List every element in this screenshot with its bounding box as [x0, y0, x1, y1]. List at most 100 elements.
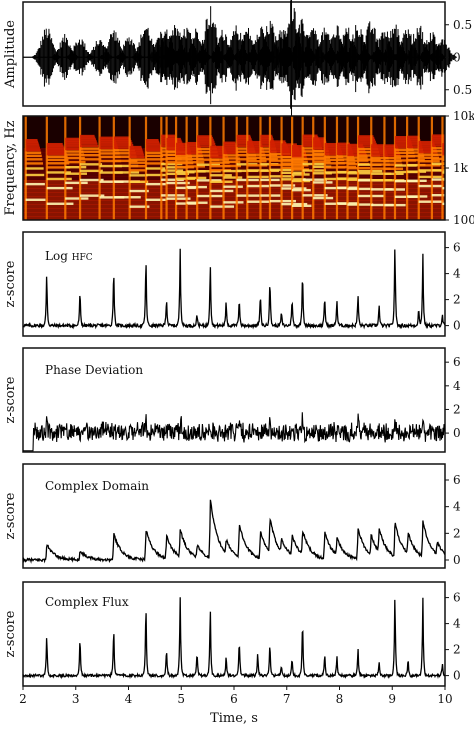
spectrogram-harmonic [357, 145, 378, 148]
spectrogram-harmonic [371, 145, 386, 149]
spectrogram-harmonic [247, 160, 267, 163]
spectrogram-harmonic [336, 155, 355, 158]
spectrogram-harmonic [281, 143, 297, 146]
spectrogram-harmonic [25, 144, 40, 147]
spectrogram-harmonic [292, 168, 310, 171]
spectrogram-harmonic [324, 171, 347, 174]
spectrogram-harmonic [431, 169, 445, 172]
spectrogram-band [23, 180, 445, 185]
spectrogram-harmonic [442, 177, 445, 181]
spectrogram-harmonic [166, 137, 181, 141]
spectrogram-harmonic [99, 196, 125, 199]
spectrogram-onset-streak [160, 116, 163, 220]
spectrogram-harmonic [371, 172, 392, 175]
spectrogram-harmonic [145, 198, 168, 201]
spectrogram-harmonic [65, 197, 89, 200]
spectrogram-harmonic [407, 163, 426, 167]
spectrogram-harmonic [384, 149, 400, 153]
spectrogram-onset-streak [356, 116, 360, 220]
spectrogram-harmonic [46, 162, 70, 165]
spectrogram-harmonic [269, 145, 288, 149]
spectrogram-harmonic [175, 142, 189, 146]
spectrogram-harmonic [210, 145, 225, 149]
spectrogram-harmonic [161, 194, 185, 197]
spectrogram-harmonic [357, 138, 376, 142]
spectrogram-harmonic [145, 173, 166, 177]
spectrogram-harmonic [347, 143, 363, 147]
spectrogram-harmonic [394, 136, 410, 139]
spectrogram-marks [23, 116, 445, 220]
spectrogram-harmonic [65, 141, 81, 144]
spectrogram-harmonic [197, 135, 213, 138]
spectrogram-harmonic [46, 142, 63, 146]
spectrogram-harmonic [79, 144, 99, 148]
spectrogram-harmonic [113, 146, 135, 149]
phase-deviation-ytick-label: 4 [453, 379, 461, 393]
complex-domain-title: Complex Domain [45, 479, 149, 493]
spectrogram-harmonic [113, 139, 132, 143]
spectrogram-onset-streak [417, 116, 420, 220]
spectrogram-harmonic [145, 146, 162, 149]
spectrogram-harmonic [145, 138, 159, 142]
spectrogram-band [23, 196, 445, 201]
spectrogram-harmonic [431, 157, 445, 161]
spectrogram-harmonic [166, 139, 182, 142]
complex-flux-ytick-label: 4 [453, 617, 461, 631]
spectrogram-harmonic [357, 140, 376, 144]
spectrogram-harmonic [431, 139, 445, 143]
spectrogram-onset-streak [196, 116, 199, 220]
spectrogram-harmonic [394, 164, 417, 167]
spectrogram-ytick-label: 1k [453, 161, 469, 175]
spectrogram-onset-streak [209, 116, 212, 220]
spectrogram-harmonic [223, 164, 242, 168]
x-tick-label: 2 [19, 692, 27, 706]
spectrogram-harmonic [394, 137, 411, 141]
spectrogram-harmonic [247, 144, 263, 147]
spectrogram-harmonic [79, 150, 100, 153]
spectrogram-harmonic [210, 147, 226, 150]
spectrogram-harmonic [25, 154, 42, 158]
x-tick-label: 5 [177, 692, 185, 706]
spectrogram-harmonic [65, 147, 83, 151]
spectrogram-band [23, 136, 445, 141]
spectrogram-harmonic [269, 140, 286, 143]
spectrogram-harmonic [313, 196, 334, 200]
spectrogram-harmonic [292, 173, 310, 176]
spectrogram-harmonic [210, 149, 226, 152]
spectrogram-harmonic [418, 169, 442, 172]
spectrogram-onset-streak [259, 116, 262, 220]
log-hfc-title: Log HFC [45, 249, 93, 263]
spectrogram-harmonic [324, 150, 342, 153]
spectrogram-harmonic [313, 140, 327, 144]
spectrogram-harmonic [113, 141, 133, 145]
spectrogram-harmonic [210, 164, 231, 168]
spectrogram-harmonic [442, 158, 445, 162]
spectrogram-harmonic [247, 169, 269, 172]
spectrogram-harmonic [260, 140, 275, 143]
spectrogram-harmonic [79, 147, 100, 150]
spectrogram-harmonic [394, 145, 413, 149]
spectrogram-harmonic [99, 142, 117, 145]
spectrogram-harmonic [247, 142, 262, 145]
spectrogram-harmonic [210, 189, 234, 193]
spectrogram-harmonic [418, 144, 436, 147]
spectrogram-harmonic [175, 158, 193, 161]
spectrogram-harmonic [442, 166, 445, 169]
spectrogram-band [23, 124, 445, 129]
spectrogram-harmonic [129, 145, 142, 149]
spectrogram-harmonic [260, 153, 278, 157]
spectrogram-harmonic [223, 169, 242, 173]
x-tick-label: 3 [72, 692, 80, 706]
spectrogram-harmonic [418, 148, 437, 151]
spectrogram-harmonic [247, 146, 264, 149]
spectrogram-harmonic [166, 181, 190, 185]
spectrogram-harmonic [247, 140, 261, 144]
spectrogram-harmonic [99, 152, 120, 155]
spectrogram-ytick-label: 10k [453, 109, 474, 123]
spectrogram-harmonic [145, 144, 161, 147]
spectrogram-harmonic [442, 162, 445, 165]
spectrogram-harmonic [281, 202, 308, 206]
spectrogram-harmonic [79, 153, 101, 157]
spectrogram-harmonic [65, 145, 82, 148]
spectrogram-harmonic [79, 178, 104, 182]
